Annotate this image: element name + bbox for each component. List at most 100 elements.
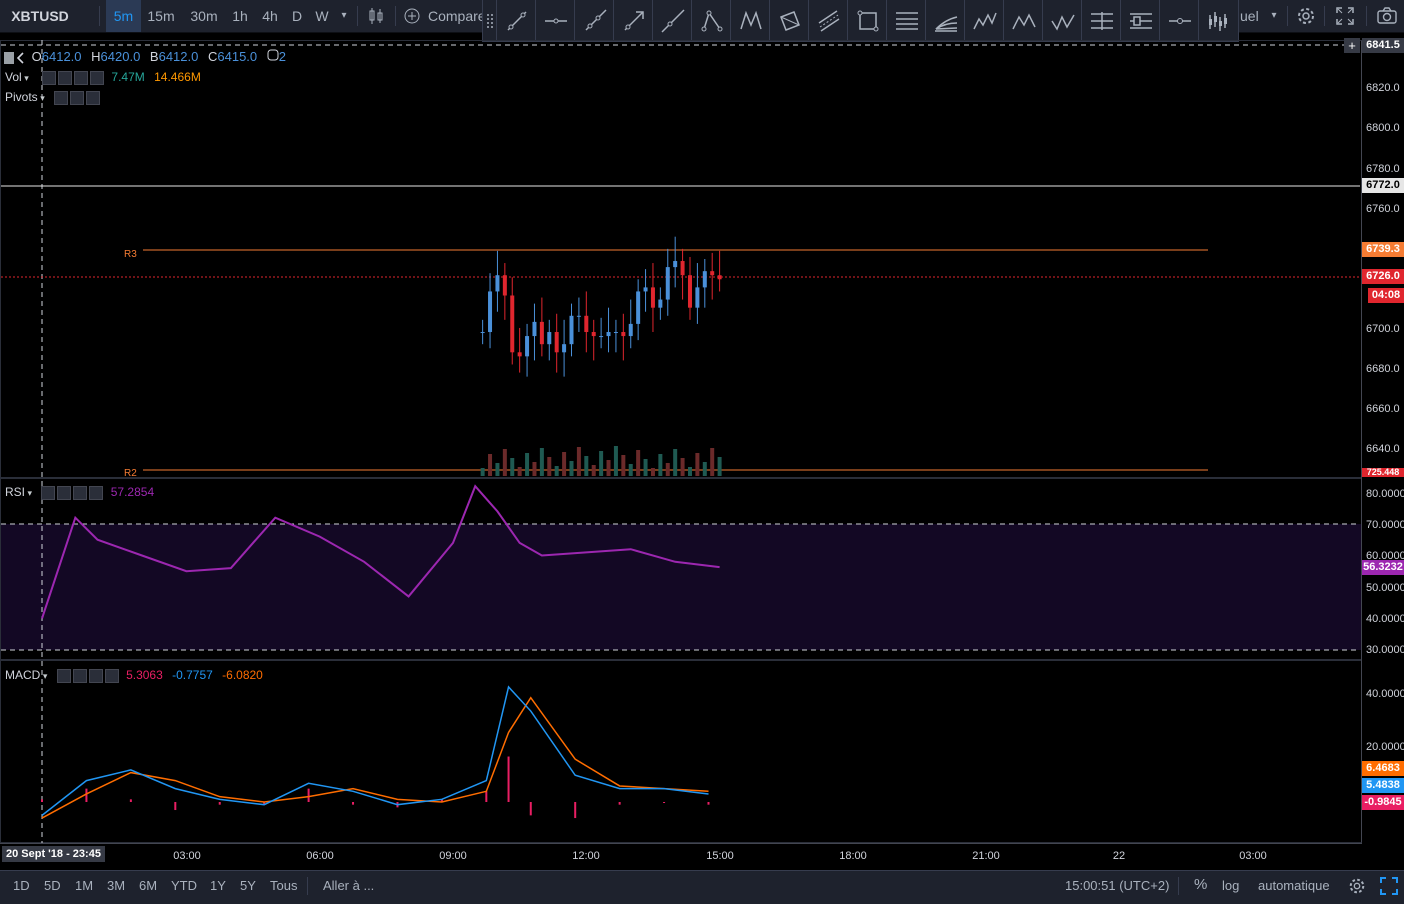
close-icon[interactable] bbox=[73, 485, 88, 500]
bars-pattern-icon[interactable] bbox=[1199, 0, 1238, 41]
macd-histogram-bar bbox=[574, 802, 577, 819]
settings-button[interactable] bbox=[1294, 0, 1318, 32]
more-icon[interactable] bbox=[90, 70, 105, 85]
time-label: 03:00 bbox=[173, 850, 201, 862]
candle-body bbox=[710, 271, 715, 276]
time-label: 18:00 bbox=[839, 850, 867, 862]
range-all[interactable]: Tous bbox=[270, 878, 298, 893]
goto-date-button[interactable]: Aller à ... bbox=[323, 878, 375, 893]
range-1d[interactable]: 1D bbox=[13, 878, 30, 893]
interval-4h[interactable]: 4h bbox=[262, 8, 278, 24]
interval-d[interactable]: D bbox=[291, 8, 303, 24]
range-3m[interactable]: 3M bbox=[107, 878, 126, 893]
interval-30m[interactable]: 30m bbox=[190, 8, 218, 24]
fullscreen-icon[interactable] bbox=[1380, 877, 1398, 900]
candle-body bbox=[621, 332, 626, 337]
close-icon[interactable] bbox=[74, 70, 89, 85]
clock-timezone[interactable]: 15:00:51 (UTC+2) bbox=[1065, 878, 1170, 893]
candle-body bbox=[658, 299, 663, 308]
rotated-rectangle-icon[interactable] bbox=[770, 0, 809, 41]
snapshot-button[interactable] bbox=[1374, 0, 1400, 32]
range-5y[interactable]: 5Y bbox=[240, 878, 256, 893]
ray-icon[interactable] bbox=[575, 0, 614, 41]
macd-histogram-bar bbox=[41, 799, 43, 802]
chart-area[interactable]: R3 R2 bbox=[0, 40, 1362, 843]
chevron-down-icon[interactable]: ▾ bbox=[21, 73, 29, 83]
range-ytd[interactable]: YTD bbox=[171, 878, 197, 893]
range-1m[interactable]: 1M bbox=[75, 878, 94, 893]
parallel-channel-icon[interactable] bbox=[809, 0, 848, 41]
trend-line-icon[interactable] bbox=[497, 0, 536, 41]
range-6m[interactable]: 6M bbox=[139, 878, 158, 893]
eye-icon[interactable] bbox=[54, 90, 69, 105]
pivots-title[interactable]: Pivots bbox=[5, 90, 38, 104]
macd-histogram-bar bbox=[485, 791, 488, 802]
volume-title[interactable]: Vol bbox=[5, 70, 22, 84]
add-plus-icon[interactable]: + bbox=[1344, 38, 1360, 53]
abc-pattern-icon[interactable] bbox=[1004, 0, 1043, 41]
chevron-down-icon[interactable]: ▾ bbox=[40, 671, 48, 681]
auto-scale-toggle[interactable]: automatique bbox=[1258, 878, 1330, 893]
time-axis[interactable] bbox=[0, 843, 1362, 870]
more-icon[interactable] bbox=[104, 668, 119, 683]
rsi-title[interactable]: RSI bbox=[5, 485, 26, 499]
range-1y[interactable]: 1Y bbox=[210, 878, 226, 893]
eye-icon[interactable] bbox=[56, 668, 71, 683]
chevron-down-icon[interactable]: ▾ bbox=[25, 488, 33, 498]
price-label: 6800.0 bbox=[1366, 122, 1400, 134]
collapse-icon[interactable] bbox=[4, 51, 14, 64]
range-5d[interactable]: 5D bbox=[44, 878, 61, 893]
chevron-down-icon[interactable]: ▾ bbox=[37, 93, 45, 103]
rsi-axis-label: 80.0000 bbox=[1366, 488, 1404, 500]
xabcd-pattern-icon[interactable] bbox=[731, 0, 770, 41]
chevron-down-icon[interactable]: ▾ bbox=[1271, 10, 1277, 21]
rectangle-icon[interactable] bbox=[848, 0, 887, 41]
elliott-wave-icon[interactable] bbox=[965, 0, 1004, 41]
layout-menu-label[interactable]: uel bbox=[1240, 8, 1259, 24]
alert-icon[interactable] bbox=[267, 49, 279, 64]
gear-icon[interactable] bbox=[58, 70, 73, 85]
short-position-icon[interactable] bbox=[1121, 0, 1160, 41]
chevron-down-icon[interactable]: ▾ bbox=[341, 10, 347, 21]
gear-icon[interactable] bbox=[70, 90, 85, 105]
ae-pattern-icon[interactable] bbox=[1043, 0, 1082, 41]
chart-frame[interactable] bbox=[0, 40, 1362, 843]
symbol-search[interactable]: XBTUSD bbox=[11, 8, 69, 24]
chevron-left-icon[interactable] bbox=[16, 51, 26, 64]
volume-bar bbox=[636, 450, 641, 476]
candles-style-button[interactable] bbox=[364, 0, 388, 32]
macd-line bbox=[41, 685, 709, 816]
toolbar-divider bbox=[1366, 6, 1367, 26]
close-icon[interactable] bbox=[88, 668, 103, 683]
more-icon[interactable] bbox=[89, 485, 104, 500]
gear-icon[interactable] bbox=[1348, 877, 1366, 900]
price-range-icon[interactable] bbox=[1160, 0, 1199, 41]
fullscreen-button[interactable] bbox=[1333, 0, 1357, 32]
interval-5m[interactable]: 5m bbox=[106, 0, 141, 32]
macd-title[interactable]: MACD bbox=[5, 668, 41, 682]
arrow-line-icon[interactable] bbox=[614, 0, 653, 41]
long-position-icon[interactable] bbox=[1082, 0, 1121, 41]
rsi-line bbox=[41, 484, 720, 619]
gear-icon[interactable] bbox=[72, 668, 87, 683]
compare-button[interactable]: Compare bbox=[428, 8, 482, 24]
drag-handle-icon[interactable] bbox=[483, 0, 497, 41]
eye-icon[interactable] bbox=[41, 485, 56, 500]
volume-bar bbox=[562, 452, 567, 476]
interval-1h[interactable]: 1h bbox=[232, 8, 248, 24]
horizontal-line-icon[interactable] bbox=[536, 0, 575, 41]
percent-toggle[interactable]: % bbox=[1194, 876, 1208, 893]
triangle-pattern-icon[interactable] bbox=[692, 0, 731, 41]
macd-axis-label: 20.0000 bbox=[1366, 741, 1404, 753]
extended-line-icon[interactable] bbox=[653, 0, 692, 41]
log-toggle[interactable]: log bbox=[1222, 878, 1240, 893]
plus-circle-icon[interactable] bbox=[403, 0, 421, 32]
interval-15m[interactable]: 15m bbox=[147, 8, 175, 24]
fib-retracement-icon[interactable] bbox=[887, 0, 926, 41]
fib-fan-icon[interactable] bbox=[926, 0, 965, 41]
close-icon[interactable] bbox=[86, 90, 101, 105]
price-axis[interactable] bbox=[1362, 40, 1404, 843]
gear-icon[interactable] bbox=[57, 485, 72, 500]
interval-w[interactable]: W bbox=[315, 8, 329, 24]
eye-icon[interactable] bbox=[42, 70, 57, 85]
